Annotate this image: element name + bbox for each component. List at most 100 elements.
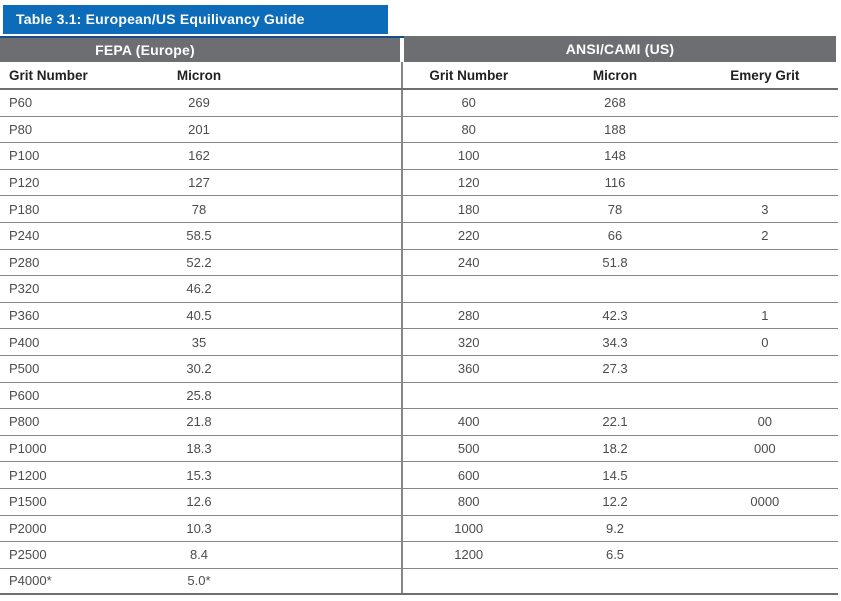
us-grit-cell: 60 [461,95,476,111]
fepa-row-cells: P500 30.2 [0,361,401,376]
fepa-header-cells: Grit Number Micron [0,68,401,83]
fepa-grit-cell: P280 [9,254,40,270]
emery-grit-cell: 1 [761,308,769,324]
section-header-row: FEPA (Europe) ANSI/CAMI (US) [0,36,838,62]
table-row: P80 201 80 188 [0,116,838,144]
fepa-grit-cell: P1000 [9,441,47,457]
ansi-row-cells [401,276,834,302]
table-row: P240 58.5 220 66 2 [0,222,838,250]
table-body: P60 269 60 268 P80 201 80 188 P100 162 1… [0,90,838,596]
us-micron-cell: 12.2 [602,494,628,510]
table-row: P180 78 180 78 3 [0,196,838,223]
ansi-row-cells: 100 148 [401,143,834,169]
ansi-row-cells [401,568,834,594]
fepa-grit-cell: P100 [9,148,40,164]
us-micron-cell: 116 [604,175,626,191]
table-row: P2500 8.4 1200 6.5 [0,542,838,569]
emery-grit-cell: 0000 [750,494,780,510]
table-row: P100 162 100 148 [0,143,838,170]
fepa-grit-cell: P1200 [9,467,47,483]
table-row: P1500 12.6 800 12.2 0000 [0,488,838,516]
fepa-micron-cell: 25.8 [186,387,212,403]
ansi-header-cells: Grit Number Micron Emery Grit [401,62,834,88]
fepa-row-cells: P800 21.8 [0,414,401,429]
us-grit-cell: 1200 [454,547,484,563]
emery-grit-cell: 000 [753,441,776,457]
us-micron-cell: 66 [607,228,623,244]
table-row: P1200 15.3 600 14.5 [0,462,838,489]
us-grit-cell: 240 [457,254,480,270]
fepa-micron-cell: 46.2 [186,281,212,297]
fepa-micron-cell: 10.3 [186,520,212,536]
table-title: Table 3.1: European/US Equilivancy Guide [16,11,305,27]
fepa-grit-cell: P180 [9,201,40,217]
fepa-row-cells: P100 162 [0,148,401,163]
us-grit-cell: 100 [457,148,480,164]
us-grit-cell: 500 [457,441,480,457]
fepa-row-cells: P1200 15.3 [0,468,401,483]
emery-grit-cell: 0 [761,334,769,350]
us-micron-cell: 42.3 [602,308,628,324]
fepa-micron-cell: 35 [191,334,207,350]
fepa-micron-cell: 269 [188,95,210,111]
fepa-micron-cell: 30.2 [186,361,212,377]
emery-grit-cell: 3 [761,201,769,217]
fepa-micron-header: Micron [176,67,222,83]
fepa-grit-cell: P240 [9,228,40,244]
ansi-row-cells: 500 18.2 000 [401,435,834,462]
ansi-row-cells: 280 42.3 1 [401,302,834,329]
table-row: P500 30.2 360 27.3 [0,355,838,383]
us-micron-cell: 268 [604,95,626,111]
table-row: P320 46.2 [0,276,838,303]
us-micron-cell: 148 [604,148,626,164]
fepa-row-cells: P400 35 [0,335,401,350]
fepa-micron-cell: 127 [188,175,210,191]
fepa-micron-cell: 78 [191,201,207,217]
us-grit-cell: 80 [461,121,476,137]
fepa-grit-cell: P400 [9,334,40,350]
column-header-row: Grit Number Micron Grit Number Micron Em… [0,62,838,90]
emery-grit-cell: 00 [757,414,773,430]
table-row: P800 21.8 400 22.1 00 [0,409,838,436]
us-micron-header: Micron [592,67,638,83]
fepa-grit-cell: P80 [9,121,33,137]
fepa-grit-cell: P600 [9,387,40,403]
ansi-row-cells: 600 14.5 [401,462,834,488]
fepa-row-cells: P2500 8.4 [0,547,401,562]
us-grit-cell: 120 [457,175,480,191]
ansi-row-cells: 1000 9.2 [401,515,834,542]
emery-grit-header: Emery Grit [730,67,800,83]
us-micron-cell: 22.1 [602,414,628,430]
us-grit-cell: 180 [457,201,480,217]
fepa-row-cells: P180 78 [0,202,401,217]
fepa-section-label: FEPA (Europe) [95,42,195,58]
fepa-row-cells: P120 127 [0,175,401,190]
fepa-row-cells: P80 201 [0,122,401,137]
fepa-micron-cell: 5.0* [187,573,211,589]
table-row: P120 127 120 116 [0,169,838,197]
us-micron-cell: 9.2 [605,520,625,536]
section-bar-gap [400,38,404,62]
fepa-micron-cell: 21.8 [186,414,212,430]
ansi-row-cells: 400 22.1 00 [401,409,834,435]
ansi-cami-section-bar: ANSI/CAMI (US) [404,36,836,62]
fepa-micron-cell: 40.5 [186,308,212,324]
us-grit-cell: 360 [457,361,480,377]
fepa-grit-cell: P360 [9,308,40,324]
fepa-grit-cell: P2500 [9,547,47,563]
table-row: P400 35 320 34.3 0 [0,329,838,356]
table-row: P1000 18.3 500 18.2 000 [0,435,838,463]
us-micron-cell: 51.8 [602,254,628,270]
us-micron-cell: 34.3 [602,334,628,350]
ansi-row-cells [401,382,834,409]
table-title-bar: Table 3.1: European/US Equilivancy Guide [3,5,388,34]
fepa-grit-cell: P500 [9,361,40,377]
fepa-micron-cell: 162 [188,148,210,164]
ansi-row-cells: 180 78 3 [401,196,834,222]
table-row: P600 25.8 [0,382,838,410]
us-micron-cell: 14.5 [602,467,628,483]
us-grit-cell: 400 [457,414,480,430]
ansi-row-cells: 80 188 [401,116,834,143]
table-row: P2000 10.3 1000 9.2 [0,515,838,543]
